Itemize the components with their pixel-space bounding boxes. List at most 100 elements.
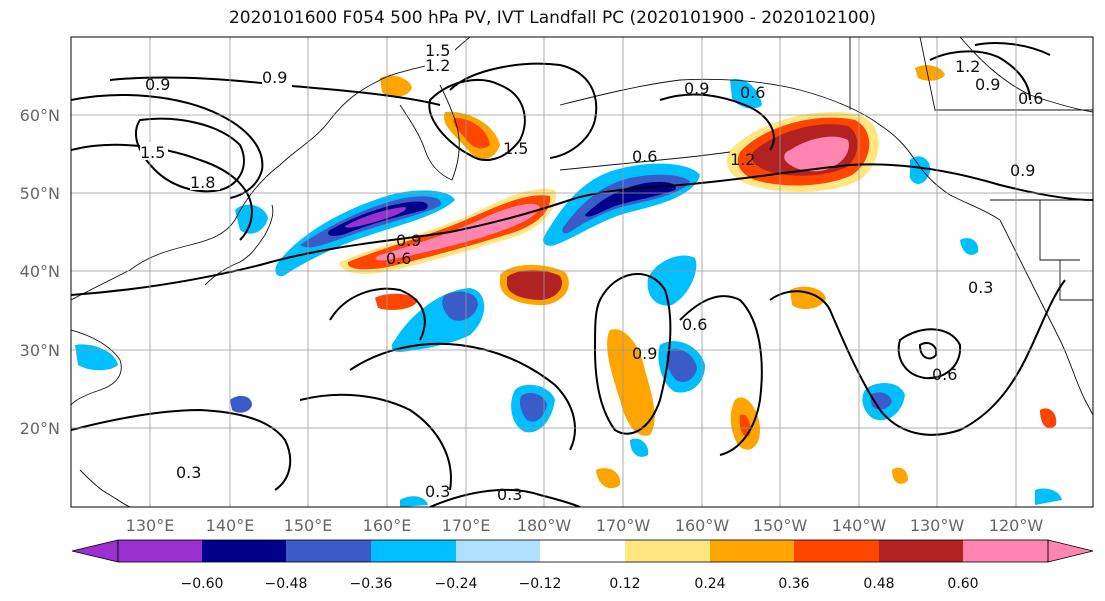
negative-anomaly-dateline-peak bbox=[585, 181, 676, 217]
colorbar-tick-label: 0.12 bbox=[609, 576, 640, 592]
contour-band-mid bbox=[71, 143, 253, 241]
positive-anomaly-alaska-north bbox=[915, 65, 945, 81]
contour-northeast-3 bbox=[974, 42, 1051, 56]
contour-east-2 bbox=[679, 295, 763, 456]
positive-anomaly-gulf-alaska-peak bbox=[784, 136, 849, 172]
contour-label: 0.9 bbox=[145, 75, 170, 94]
negative-anomaly-south-3 bbox=[400, 496, 428, 507]
contour-southern bbox=[71, 408, 292, 491]
lat-label-60n: 60°N bbox=[20, 106, 60, 125]
colorbar-segment bbox=[456, 540, 540, 562]
positive-anomaly-hawaii-core bbox=[739, 414, 751, 437]
positive-anomaly-band-peak bbox=[375, 203, 540, 261]
lat-label-40n: 40°N bbox=[20, 262, 60, 281]
lon-label: 150°W bbox=[753, 516, 808, 535]
negative-anomaly-east-pacific-core bbox=[870, 392, 892, 410]
contour-northeast bbox=[659, 93, 775, 151]
colorbar-segment bbox=[879, 540, 963, 562]
lon-label: 160°W bbox=[675, 516, 730, 535]
contour-label: 0.6 bbox=[386, 249, 411, 268]
colorbar-segment bbox=[625, 540, 710, 562]
colorbar-segment bbox=[118, 540, 202, 562]
lon-label: 150°E bbox=[284, 516, 333, 535]
negative-anomaly-korea bbox=[230, 395, 252, 413]
contour-label: 1.8 bbox=[190, 173, 215, 192]
contour-label: 0.6 bbox=[682, 315, 707, 334]
positive-anomaly-kamchatka-core bbox=[453, 118, 490, 149]
contour-label: 1.2 bbox=[730, 150, 755, 169]
contour-label: 0.6 bbox=[932, 365, 957, 384]
contour-east-3 bbox=[329, 287, 426, 341]
shaded-field bbox=[75, 65, 1062, 507]
colorbar-tick-label: 0.48 bbox=[863, 576, 894, 592]
contour-label: 0.6 bbox=[632, 147, 657, 166]
japan-coast bbox=[204, 204, 274, 286]
contour-loop-east-asia bbox=[135, 117, 245, 193]
latitude-labels: 60°N 50°N 40°N 30°N 20°N bbox=[20, 106, 60, 438]
contour-loop-east-pacific bbox=[897, 328, 962, 380]
lon-label: 130°E bbox=[126, 516, 175, 535]
contour-label: 0.9 bbox=[396, 231, 421, 250]
kamchatka-coast bbox=[399, 84, 460, 181]
contour-label: 0.6 bbox=[740, 83, 765, 102]
north-america-coast bbox=[999, 219, 1093, 416]
contour-lines bbox=[71, 42, 1093, 507]
contour-loop-kamchatka bbox=[428, 79, 526, 161]
contour-label: 0.3 bbox=[497, 485, 522, 504]
colorbar-frame bbox=[117, 539, 1049, 563]
contour-label: 0.3 bbox=[968, 278, 993, 297]
colorbar-segment bbox=[540, 540, 625, 562]
negative-anomaly-subtropic-3-core bbox=[666, 348, 697, 382]
contour-east bbox=[769, 279, 1066, 436]
aleutian-coast bbox=[559, 151, 731, 171]
lon-label: 140°W bbox=[832, 516, 887, 535]
positive-anomaly-california bbox=[1040, 408, 1057, 429]
positive-anomaly-south-2 bbox=[596, 468, 621, 489]
negative-anomaly-japan-south bbox=[75, 344, 118, 371]
contour-southern-2 bbox=[299, 393, 452, 491]
colorbar-segment bbox=[371, 540, 456, 562]
contour-labels: 0.9 1.2 1.5 1.5 1.8 1.5 0.9 0.6 0.9 1.2 … bbox=[140, 40, 1043, 504]
contour-loop-north-pacific bbox=[449, 62, 598, 159]
lon-label: 120°W bbox=[989, 516, 1044, 535]
colorbar-extend-high bbox=[1047, 539, 1094, 563]
contour-southern-3 bbox=[429, 488, 581, 507]
alaska-coast bbox=[559, 78, 1001, 221]
lon-label: 130°W bbox=[910, 516, 965, 535]
contour-central bbox=[349, 342, 576, 451]
gridlines bbox=[71, 37, 1093, 507]
positive-anomaly-tongue bbox=[607, 329, 655, 436]
colorbar-tick-label: −0.12 bbox=[519, 576, 562, 592]
contour-label: 1.2 bbox=[425, 56, 450, 75]
colorbar-tick-label: −0.48 bbox=[265, 576, 308, 592]
contour-label: 0.3 bbox=[176, 463, 201, 482]
philippines-coast bbox=[79, 469, 131, 507]
negative-anomaly-north bbox=[730, 79, 762, 109]
contour-loop-east-pacific-inner bbox=[918, 342, 938, 360]
colorbar-extend-low bbox=[71, 539, 119, 563]
negative-anomaly-east-asia-core bbox=[442, 291, 478, 321]
lat-label-30n: 30°N bbox=[20, 341, 60, 360]
negative-anomaly-canada bbox=[910, 156, 931, 184]
negative-anomaly-california-sea bbox=[960, 238, 979, 255]
contour-label: 0.9 bbox=[975, 75, 1000, 94]
colorbar-segment bbox=[286, 540, 371, 562]
contour-northeast-2 bbox=[929, 50, 1031, 101]
state-border-1 bbox=[1039, 200, 1080, 261]
lon-label: 170°E bbox=[442, 516, 491, 535]
positive-anomaly-central-core bbox=[507, 270, 562, 300]
plot-frame bbox=[70, 36, 1094, 508]
contour-label: 1.5 bbox=[425, 41, 450, 60]
contour-label: 0.9 bbox=[1010, 161, 1035, 180]
colorbar-tick-label: −0.24 bbox=[435, 576, 478, 592]
map-title: 2020101600 F054 500 hPa PV, IVT Landfall… bbox=[228, 8, 876, 28]
colorbar-segment bbox=[710, 540, 794, 562]
colorbar-segment bbox=[202, 540, 286, 562]
contour-label: 0.9 bbox=[262, 68, 287, 87]
positive-anomaly-south-1 bbox=[892, 467, 908, 484]
colorbar bbox=[71, 539, 1094, 563]
lon-label: 160°E bbox=[363, 516, 412, 535]
negative-anomaly-south-2 bbox=[1035, 488, 1062, 505]
lat-label-50n: 50°N bbox=[20, 184, 60, 203]
